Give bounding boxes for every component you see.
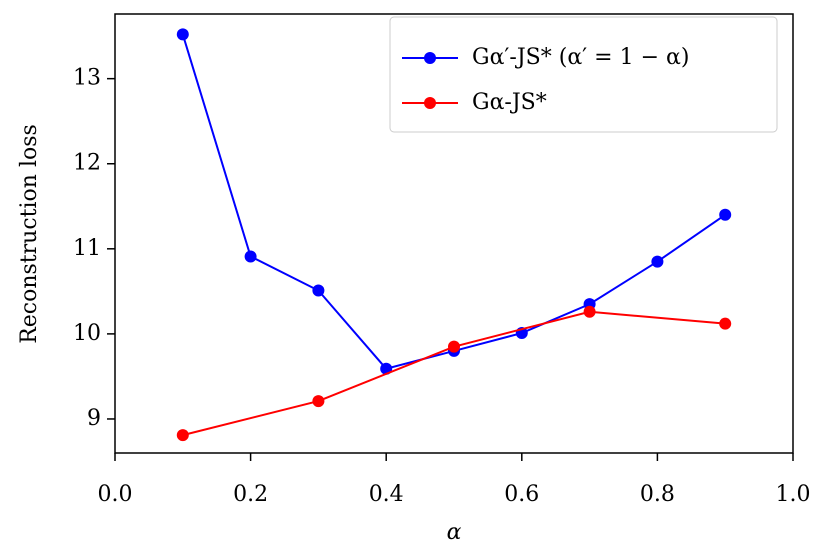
plot-frame — [114, 13, 794, 454]
point — [312, 284, 325, 297]
legend-label: Gα-JS* — [472, 90, 547, 115]
x-tick-label: 0.8 — [640, 482, 675, 507]
point — [176, 429, 189, 442]
y-tick-label: 12 — [73, 151, 101, 176]
point — [312, 395, 325, 408]
y-tick-label: 10 — [73, 321, 101, 346]
point — [583, 305, 596, 318]
legend-label: Gα′-JS* (α′ = 1 − α) — [472, 45, 689, 70]
y-tick-label: 9 — [87, 406, 101, 431]
point — [651, 255, 664, 268]
x-tick-label: 0.4 — [369, 482, 404, 507]
point — [448, 340, 460, 353]
series-line — [182, 310, 726, 437]
x-tick-label: 1.0 — [776, 482, 811, 507]
point — [719, 208, 732, 221]
point — [719, 317, 732, 330]
point — [244, 250, 257, 263]
y-tick-label: 13 — [73, 66, 101, 91]
legend-box — [389, 16, 778, 133]
legend-marker — [424, 52, 436, 64]
y-axis-label: Reconstruction loss — [17, 124, 42, 344]
x-tick-label: 0.2 — [233, 482, 268, 507]
legend-marker — [424, 97, 436, 109]
y-tick-label: 11 — [73, 236, 101, 261]
x-axis-label: α — [447, 520, 462, 545]
point — [176, 28, 189, 41]
x-tick-label: 0.0 — [98, 482, 133, 507]
x-tick-label: 0.6 — [504, 482, 539, 507]
